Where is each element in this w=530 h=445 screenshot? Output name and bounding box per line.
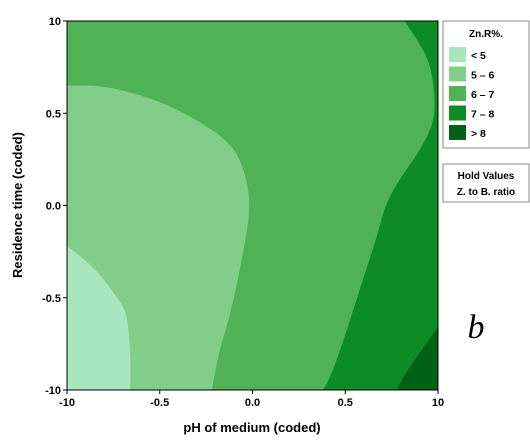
hold-values-title: Hold Values — [458, 171, 515, 182]
legend-items: < 5 5 – 6 6 – 7 7 – 8 > 8 — [449, 47, 495, 140]
legend-label: 5 – 6 — [471, 70, 495, 82]
contour-region-3 — [323, 21, 438, 390]
panel-letter: b — [468, 309, 485, 346]
legend-swatch — [449, 125, 466, 140]
legend-title: Zn.R%. — [469, 29, 503, 40]
x-tick-label: -0.5 — [150, 397, 169, 409]
y-tick-label: 10 — [49, 16, 61, 28]
y-axis-title: Residence time (coded) — [10, 132, 25, 278]
legend-swatch — [449, 47, 466, 62]
contour-region-4 — [397, 327, 438, 390]
x-tick-label: 0.5 — [338, 397, 353, 409]
legend-label: > 8 — [471, 128, 486, 140]
legend-swatch — [449, 66, 466, 82]
x-tick-label: 10 — [432, 397, 444, 409]
contour-regions — [67, 21, 438, 390]
hold-values-box: Hold Values Z. to B. ratio — [442, 163, 530, 203]
x-tick-label: -10 — [59, 397, 75, 409]
legend-label: 6 – 7 — [471, 89, 495, 101]
y-tick-label: 0.5 — [46, 108, 61, 120]
y-tick-label: -0.5 — [42, 293, 61, 305]
axis-ticks: -10 -0.5 0.0 0.5 10 10 0.5 0.0 -0.5 -10 — [42, 16, 444, 409]
contour-region-2 — [67, 246, 131, 390]
legend-label: 7 – 8 — [471, 109, 495, 121]
legend-label: < 5 — [471, 50, 486, 62]
legend-swatch — [449, 86, 466, 101]
y-tick-label: -10 — [45, 385, 61, 397]
x-axis-title: pH of medium (coded) — [183, 420, 320, 435]
hold-values-text: Z. to B. ratio — [457, 187, 515, 198]
x-tick-label: 0.0 — [245, 397, 260, 409]
legend: Zn.R%. < 5 5 – 6 6 – 7 7 – 8 > 8 — [442, 20, 530, 149]
y-tick-label: 0.0 — [46, 201, 61, 213]
legend-swatch — [449, 105, 466, 121]
hold-values-frame — [442, 163, 530, 203]
